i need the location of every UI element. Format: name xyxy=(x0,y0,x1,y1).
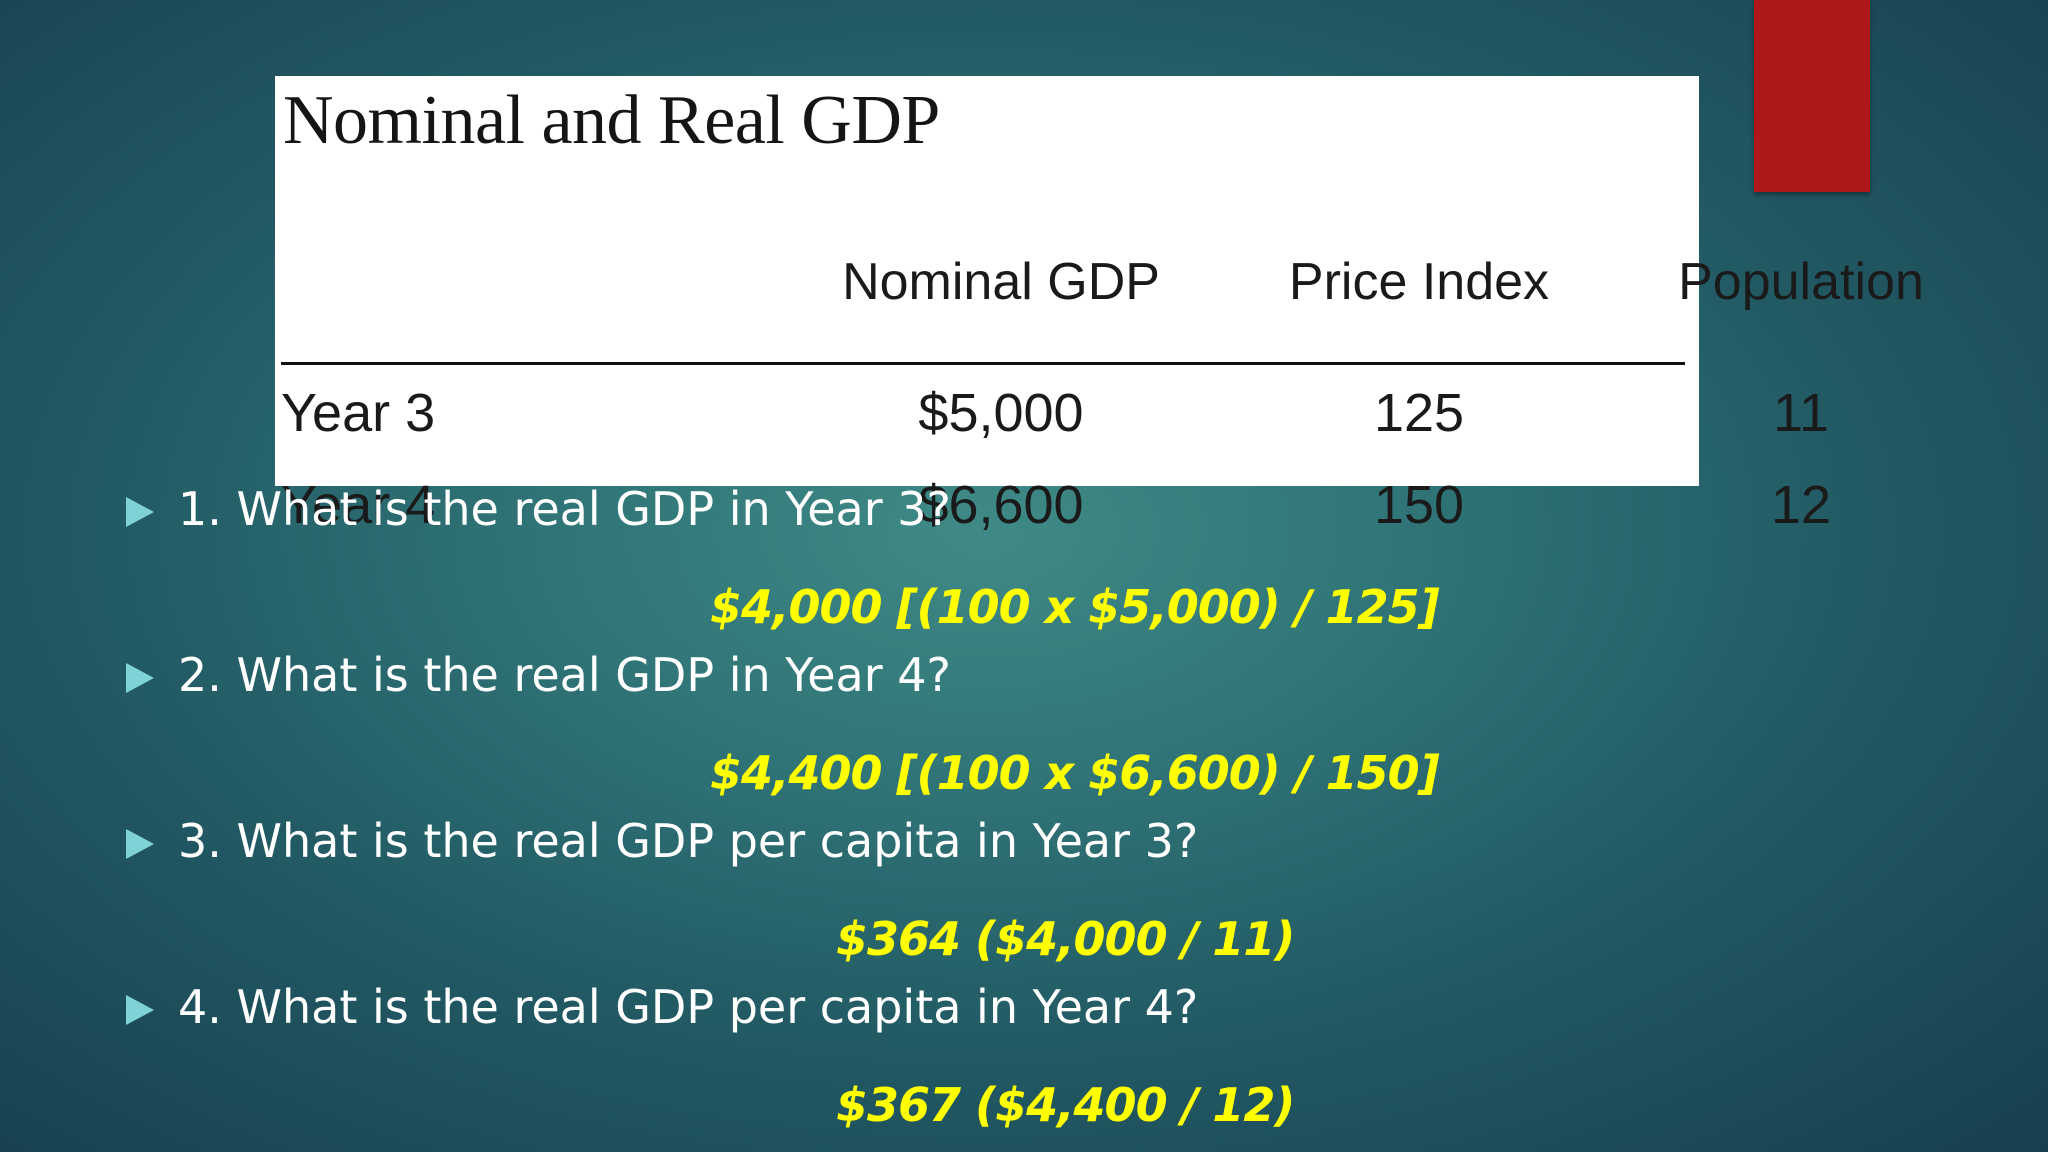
row-label-year-3: Year 3 xyxy=(281,383,436,443)
question-text-2: 2. What is the real GDP in Year 4? xyxy=(178,648,951,702)
answer-text-2: $4,400 [(100 x $6,600) / 150] xyxy=(710,746,1440,800)
answer-text-4: $367 ($4,400 / 12) xyxy=(836,1078,1295,1132)
triangle-right-icon xyxy=(126,995,154,1025)
question-item-3: 3. What is the real GDP per capita in Ye… xyxy=(126,818,1198,864)
triangle-right-icon xyxy=(126,497,154,527)
triangle-right-icon xyxy=(126,829,154,859)
cell-year-3-price-index: 125 xyxy=(1373,383,1465,443)
row-label-year-4: Year 4 xyxy=(281,475,436,535)
column-header-nominal-gdp: Nominal GDP xyxy=(842,253,1160,311)
red-accent-bar xyxy=(1754,0,1870,192)
question-text-4: 4. What is the real GDP per capita in Ye… xyxy=(178,980,1199,1034)
question-item-2: 2. What is the real GDP in Year 4? xyxy=(126,652,951,698)
answer-text-3: $364 ($4,000 / 11) xyxy=(836,912,1295,966)
cell-year-3-nominal-gdp: $5,000 xyxy=(918,383,1084,443)
triangle-right-icon xyxy=(126,663,154,693)
table-title: Nominal and Real GDP xyxy=(283,82,940,159)
cell-year-3-population: 11 xyxy=(1772,383,1830,443)
question-text-1: 1. What is the real GDP in Year 3? xyxy=(178,482,951,536)
question-text-3: 3. What is the real GDP per capita in Ye… xyxy=(178,814,1199,868)
column-header-population: Population xyxy=(1678,253,1924,311)
question-item-4: 4. What is the real GDP per capita in Ye… xyxy=(126,984,1198,1030)
cell-year-4-nominal-gdp: $6,600 xyxy=(918,475,1084,535)
cell-year-4-population: 12 xyxy=(1770,475,1832,535)
header-rule xyxy=(281,362,1685,365)
gdp-table-image: Nominal and Real GDP Nominal GDP Price I… xyxy=(275,76,1924,532)
column-header-price-index: Price Index xyxy=(1288,253,1550,311)
question-item-1: 1. What is the real GDP in Year 3? xyxy=(126,486,951,532)
cell-year-4-price-index: 150 xyxy=(1373,475,1465,535)
answer-text-1: $4,000 [(100 x $5,000) / 125] xyxy=(710,580,1440,634)
